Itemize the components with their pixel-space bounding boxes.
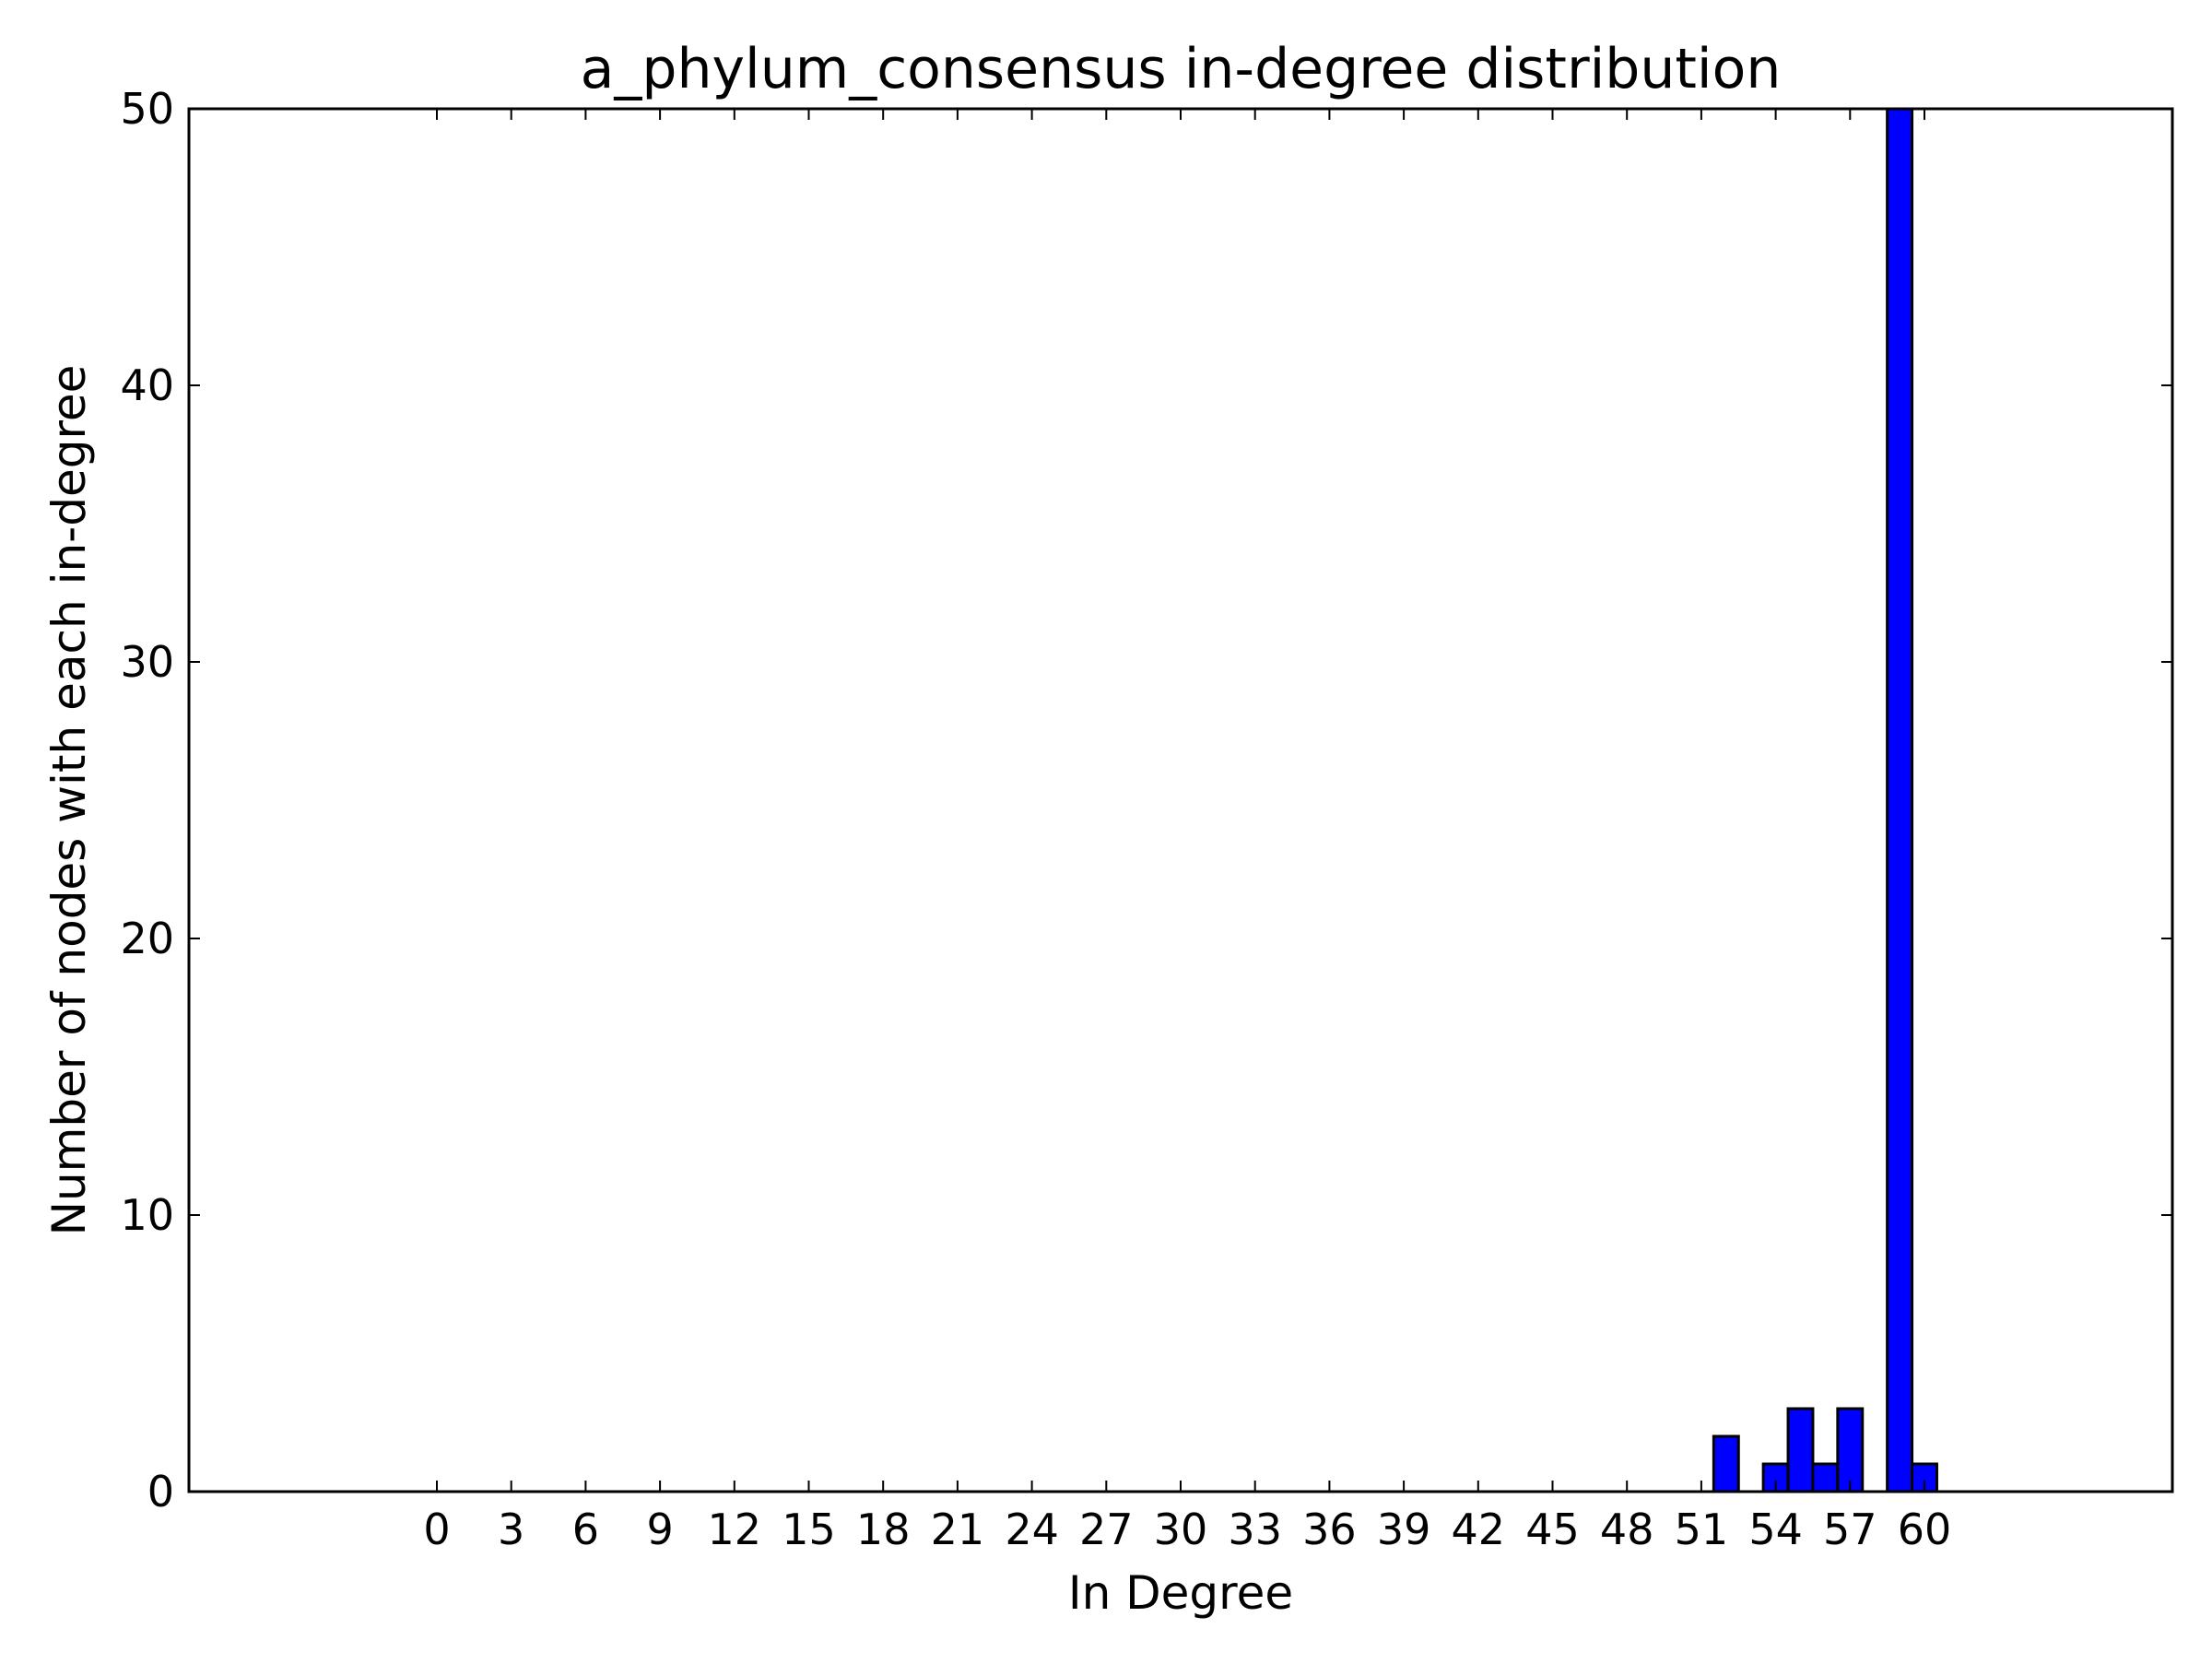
- bar-indegree-56: [1811, 1462, 1840, 1493]
- ticks-layer: 0 3 6 9 12 15 18 21 24 27 30 33 36 39 42 45 48 51 54 57 6001…: [120, 84, 2172, 1554]
- x-tick-label: 33: [1228, 1505, 1282, 1554]
- y-tick-label: 0: [147, 1467, 174, 1516]
- bars-layer: [1712, 107, 1938, 1493]
- x-tick-label: 60: [1898, 1505, 1952, 1554]
- plot-frame: [187, 107, 2174, 1493]
- x-tick-label: 36: [1302, 1505, 1357, 1554]
- x-tick-label: 9: [646, 1505, 673, 1554]
- y-tick-label: 10: [120, 1190, 174, 1240]
- x-tick-label: 30: [1154, 1505, 1208, 1554]
- y-tick-label: 20: [120, 914, 174, 963]
- x-tick-label: 42: [1452, 1505, 1506, 1554]
- y-tick-label: 50: [120, 84, 174, 134]
- x-tick-label: 57: [1823, 1505, 1877, 1554]
- bar-indegree-55: [1786, 1407, 1815, 1493]
- bar-indegree-59: [1886, 107, 1914, 1493]
- y-tick-label: 40: [120, 360, 174, 410]
- x-tick-label: 51: [1675, 1505, 1729, 1554]
- bar-indegree-52: [1712, 1434, 1740, 1493]
- x-tick-label: 18: [856, 1505, 911, 1554]
- x-tick-label: 54: [1748, 1505, 1803, 1554]
- x-tick-label: 27: [1079, 1505, 1134, 1554]
- x-tick-label: 24: [1005, 1505, 1059, 1554]
- x-tick-label: 15: [782, 1505, 836, 1554]
- x-tick-label: 3: [498, 1505, 524, 1554]
- bar-indegree-57: [1836, 1407, 1865, 1493]
- y-tick-label: 30: [120, 637, 174, 687]
- y-axis-label: Number of nodes with each in-degree: [42, 365, 96, 1236]
- x-axis-label: In Degree: [1068, 1566, 1293, 1620]
- x-tick-label: 39: [1377, 1505, 1431, 1554]
- chart-title: a_phylum_consensus in-degree distributio…: [581, 37, 1782, 101]
- x-tick-label: 48: [1600, 1505, 1654, 1554]
- x-tick-label: 21: [931, 1505, 985, 1554]
- x-tick-label: 0: [423, 1505, 450, 1554]
- x-tick-label: 6: [572, 1505, 599, 1554]
- x-tick-label: 12: [708, 1505, 762, 1554]
- x-tick-label: 45: [1525, 1505, 1580, 1554]
